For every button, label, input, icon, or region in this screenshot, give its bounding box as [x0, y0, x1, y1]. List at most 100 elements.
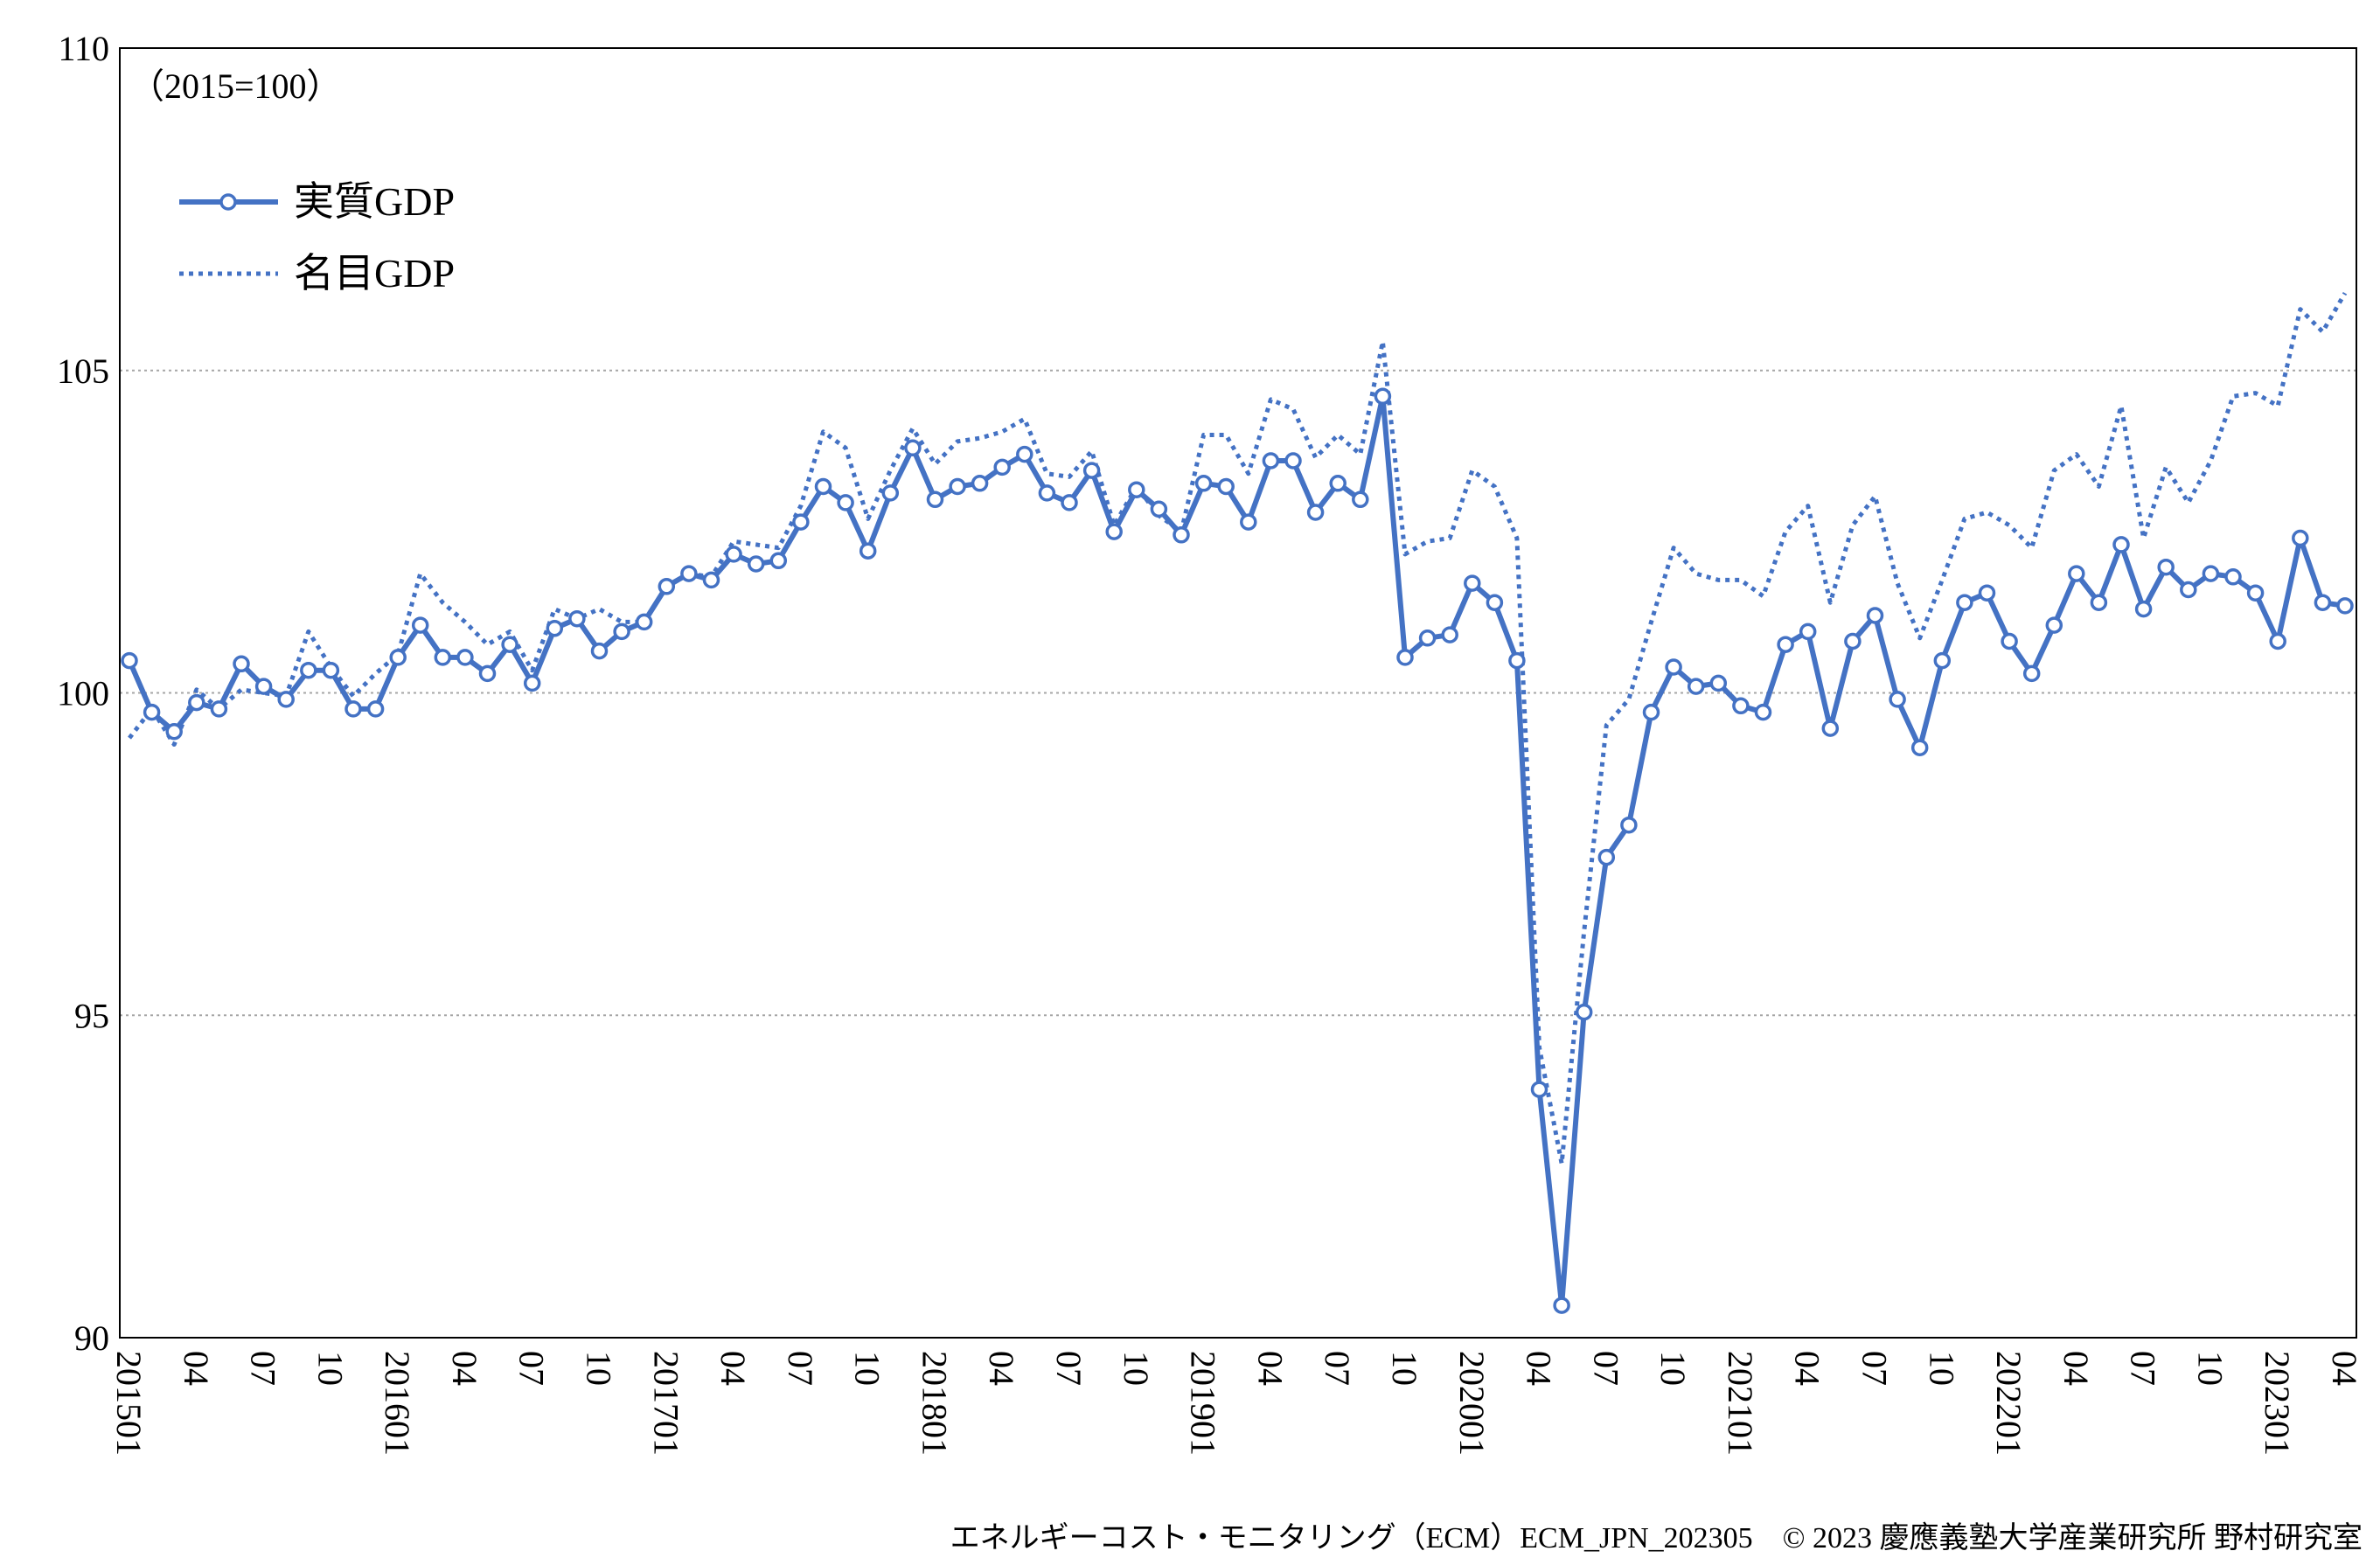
x-tick-label: 04: [2056, 1351, 2096, 1386]
real-gdp-point: [2224, 568, 2242, 586]
real-gdp-point: [1217, 477, 1235, 496]
real-gdp-point: [1061, 494, 1078, 511]
real-gdp-point: [2090, 594, 2108, 611]
real-gdp-point: [680, 565, 698, 582]
real-gdp-point: [568, 609, 586, 628]
real-gdp-point: [1038, 484, 1056, 502]
real-gdp-point: [1777, 636, 1794, 653]
real-gdp-point: [1016, 445, 1033, 463]
x-tick-label: 07: [2124, 1351, 2163, 1386]
legend-item-nominal-gdp: 名目GDP: [179, 251, 455, 296]
real-gdp-point: [1665, 658, 1682, 676]
real-gdp-point: [1352, 490, 1369, 509]
real-gdp-point: [2134, 600, 2153, 618]
real-gdp-point: [658, 578, 676, 595]
y-tick-label: 105: [57, 351, 109, 391]
real-gdp-point: [725, 546, 742, 563]
real-gdp-point: [456, 649, 474, 666]
real-gdp-point: [434, 649, 452, 666]
real-gdp-point: [2269, 632, 2286, 650]
real-gdp-point: [1329, 475, 1347, 492]
real-gdp-point: [2336, 597, 2354, 615]
real-gdp-point: [881, 484, 900, 502]
real-gdp-point: [2022, 664, 2041, 683]
real-gdp-point: [478, 664, 497, 683]
real-gdp-point: [635, 613, 653, 631]
real-gdp-point: [254, 678, 273, 695]
real-gdp-point: [1128, 481, 1145, 498]
real-gdp-point: [1530, 1081, 1548, 1098]
real-gdp-point: [1754, 703, 1772, 721]
series-real-gdp: [121, 387, 2354, 1314]
x-tick-label: 07: [512, 1351, 552, 1386]
x-tick-label: 07: [781, 1351, 820, 1386]
real-gdp-point: [1082, 462, 1101, 479]
real-gdp-point: [2202, 565, 2220, 582]
real-gdp-point: [1284, 452, 1302, 469]
x-tick-label: 201801: [915, 1351, 954, 1456]
real-gdp-point: [501, 636, 518, 653]
x-tick-label: 07: [244, 1351, 283, 1386]
real-gdp-point: [590, 642, 609, 660]
real-gdp-point: [300, 661, 317, 679]
y-tick-label: 90: [74, 1318, 109, 1358]
real-gdp-point: [1642, 703, 1660, 721]
legend-marker-real-gdp: [219, 193, 237, 211]
x-tick-label: 04: [1250, 1351, 1290, 1386]
x-tick-label: 201601: [378, 1351, 417, 1456]
x-tick-label: 07: [1318, 1351, 1357, 1386]
real-gdp-point: [1508, 651, 1526, 670]
real-gdp-point: [1306, 504, 1325, 521]
real-gdp-point: [792, 513, 810, 531]
x-tick-label: 04: [1788, 1351, 1827, 1386]
real-gdp-point: [1978, 584, 1996, 602]
real-gdp-point: [702, 571, 720, 589]
real-gdp-point: [2045, 616, 2063, 634]
gridlines: [120, 369, 2356, 1017]
x-tick-label: 10: [580, 1351, 619, 1386]
real-gdp-point: [1597, 848, 1616, 866]
real-gdp-point: [233, 655, 250, 673]
x-tick-label: 10: [2190, 1351, 2230, 1386]
real-gdp-point: [1620, 816, 1638, 834]
x-tick-label: 201901: [1184, 1351, 1223, 1456]
real-gdp-point: [411, 616, 429, 634]
legend-item-real-gdp: 実質GDP: [179, 179, 455, 224]
x-tick-label: 07: [1049, 1351, 1089, 1386]
credit-footer: エネルギーコスト・モニタリング（ECM）ECM_JPN_202305 © 202…: [950, 1521, 2363, 1555]
real-gdp-point: [1396, 649, 1414, 666]
real-gdp-point: [1464, 574, 1481, 592]
real-gdp-point: [1418, 629, 1437, 647]
x-tick-label: 201701: [646, 1351, 685, 1456]
x-tick-label: 202101: [1721, 1351, 1760, 1456]
real-gdp-point: [389, 649, 407, 666]
x-tick-label: 07: [1855, 1351, 1894, 1386]
real-gdp-point: [837, 494, 854, 511]
real-gdp-point: [1866, 607, 1884, 624]
y-axis-ticks: 90 95 100 105 110: [57, 29, 109, 1358]
real-gdp-point: [1799, 623, 1817, 641]
real-gdp-point: [2001, 632, 2018, 650]
x-axis-ticks: 201501 04 07 10 201601 04 07 10 201701 04 07 10 2018…: [109, 1351, 2364, 1456]
x-tick-label: 202301: [2258, 1351, 2297, 1456]
x-tick-label: 10: [1922, 1351, 1961, 1386]
real-gdp-point: [1933, 651, 1952, 670]
real-gdp-point: [143, 703, 161, 721]
real-gdp-point: [613, 623, 630, 641]
real-gdp-point: [971, 475, 989, 492]
real-gdp-point: [322, 661, 340, 679]
real-gdp-point: [121, 651, 138, 670]
plot-frame: [119, 47, 2357, 1339]
legend-label-real-gdp: 実質GDP: [294, 179, 455, 224]
real-gdp-point: [1553, 1297, 1570, 1314]
real-gdp-point: [1105, 523, 1123, 540]
real-gdp-point: [165, 722, 183, 741]
real-gdp-point: [2157, 558, 2175, 576]
x-tick-label: 201501: [109, 1351, 149, 1456]
real-gdp-point: [1844, 632, 1862, 650]
real-gdp-point: [2314, 594, 2332, 611]
real-gdp-point: [904, 439, 922, 457]
x-tick-label: 10: [1653, 1351, 1693, 1386]
x-tick-label: 04: [1520, 1351, 1559, 1386]
